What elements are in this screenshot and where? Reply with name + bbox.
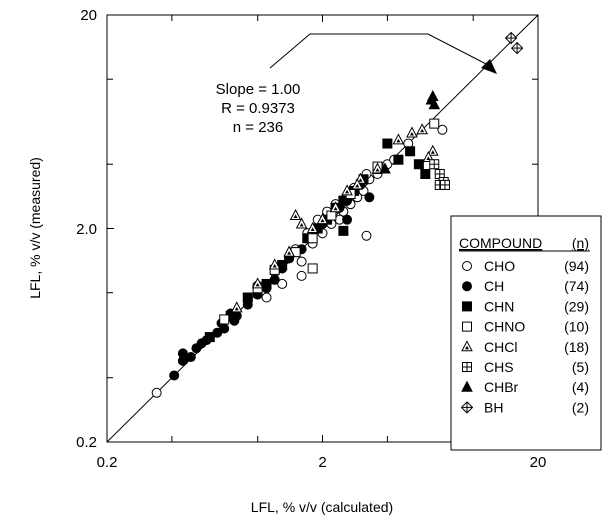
data-point-chcl [341, 184, 353, 196]
legend-count-chcl: (18) [564, 339, 589, 355]
data-point-ch [364, 192, 375, 203]
legend-header-n: (n) [572, 235, 589, 251]
data-point-chn [242, 292, 253, 303]
data-point-chcl [426, 144, 439, 156]
data-points [151, 31, 524, 398]
legend-box [450, 215, 602, 451]
data-point-chcl [289, 208, 302, 221]
x-tick-labels: 0.2 2 20 [97, 454, 547, 471]
legend-marker-chn [462, 301, 472, 312]
legend-count-chbr: (4) [572, 379, 589, 395]
data-point-chn [382, 138, 393, 149]
annotation-arrow [269, 33, 491, 69]
legend-count-chs: (5) [572, 359, 589, 375]
legend-label-chcl: CHCl [484, 339, 517, 355]
legend-marker-ch [462, 281, 472, 292]
data-point-chcl [306, 221, 319, 233]
data-point-chno [326, 210, 337, 221]
y-tick-label: 0.2 [76, 434, 97, 451]
legend-label-cho: CHO [484, 258, 515, 274]
annotation-r: R = 0.9373 [221, 100, 295, 117]
data-point-cho [296, 270, 307, 281]
y-tick-labels: 0.2 2.0 20 [76, 7, 97, 451]
data-point-ch [185, 352, 196, 363]
legend-label-chn: CHN [484, 298, 514, 314]
data-point-chno [307, 263, 318, 274]
x-tick-label: 2 [318, 454, 326, 471]
x-tick-label: 0.2 [97, 454, 118, 471]
legend-count-chn: (29) [564, 298, 589, 314]
data-point-chcl [268, 258, 281, 270]
data-point-cho [437, 124, 448, 135]
legend-count-chno: (10) [564, 319, 589, 335]
legend-header-compound: COMPOUND [459, 235, 542, 251]
data-point-bh [504, 31, 518, 45]
data-point-chn [261, 278, 272, 289]
legend-marker-bh [460, 401, 474, 414]
data-point-cho [151, 387, 162, 398]
legend-count-ch: (74) [564, 278, 589, 294]
data-point-chs [429, 159, 440, 170]
x-axis-label: LFL, % v/v (calculated) [251, 499, 393, 515]
legend-marker-chs [462, 362, 472, 372]
legend-count-cho: (94) [564, 258, 589, 274]
x-tick-label: 20 [530, 454, 547, 471]
data-point-chcl [351, 178, 364, 190]
data-point-chn [413, 159, 424, 170]
data-point-chcl [283, 245, 295, 257]
data-point-chcl [316, 213, 329, 225]
legend-marker-chbr [461, 380, 473, 392]
legend: COMPOUND (n) CHO (94) CH (74) CHN (29) CHNO (10… [450, 215, 602, 451]
data-point-chcl [406, 126, 418, 138]
data-point-chbr [426, 89, 439, 102]
data-point-chcl [329, 201, 342, 213]
data-point-bh [510, 41, 524, 55]
legend-items: CHO (94) CH (74) CHN (29) CHNO (10) CHCl (18) CHS (… [460, 258, 589, 415]
data-point-cho [361, 230, 372, 241]
annotation-arrowhead [481, 59, 497, 74]
y-tick-label: 20 [80, 7, 97, 24]
data-point-ch [169, 370, 180, 381]
legend-marker-cho [462, 261, 472, 271]
data-point-chcl [422, 150, 435, 163]
data-point-chn [393, 154, 404, 165]
data-point-chbr [428, 98, 441, 110]
data-point-chcl [392, 133, 405, 145]
legend-label-chs: CHS [484, 359, 514, 375]
data-point-cho [277, 278, 288, 289]
legend-label-ch: CH [484, 278, 504, 294]
data-point-chcl [416, 123, 428, 135]
data-point-chno [307, 233, 318, 244]
legend-label-chno: CHNO [484, 319, 525, 335]
data-point-chcl [295, 217, 308, 229]
legend-label-bh: BH [484, 399, 503, 415]
data-point-chbr [379, 162, 391, 174]
data-point-chcl [230, 301, 243, 313]
data-point-chn [420, 168, 431, 179]
data-point-chno [429, 118, 440, 129]
legend-marker-chcl [461, 340, 473, 352]
data-point-chn [204, 332, 215, 343]
data-point-ch [177, 355, 188, 366]
annotation-slope: Slope = 1.00 [216, 81, 301, 98]
y-axis-label: LFL, % v/v (measured) [27, 157, 43, 299]
data-point-chcl [371, 162, 384, 174]
data-point-chcl [251, 277, 264, 289]
data-point-ch [342, 214, 353, 225]
legend-marker-chno [462, 321, 472, 332]
annotation-n: n = 236 [233, 119, 283, 136]
legend-count-bh: (2) [572, 399, 589, 415]
data-point-chn [338, 195, 349, 206]
annotation: Slope = 1.00 R = 0.9373 n = 236 [216, 33, 497, 136]
data-point-cho [296, 256, 307, 267]
y-tick-label: 2.0 [76, 221, 97, 238]
legend-label-chbr: CHBr [484, 379, 519, 395]
data-point-chn [338, 225, 349, 236]
data-point-chs [439, 179, 450, 190]
data-point-chno [219, 314, 230, 325]
data-point-chn [405, 146, 416, 157]
data-point-cho [261, 292, 272, 303]
